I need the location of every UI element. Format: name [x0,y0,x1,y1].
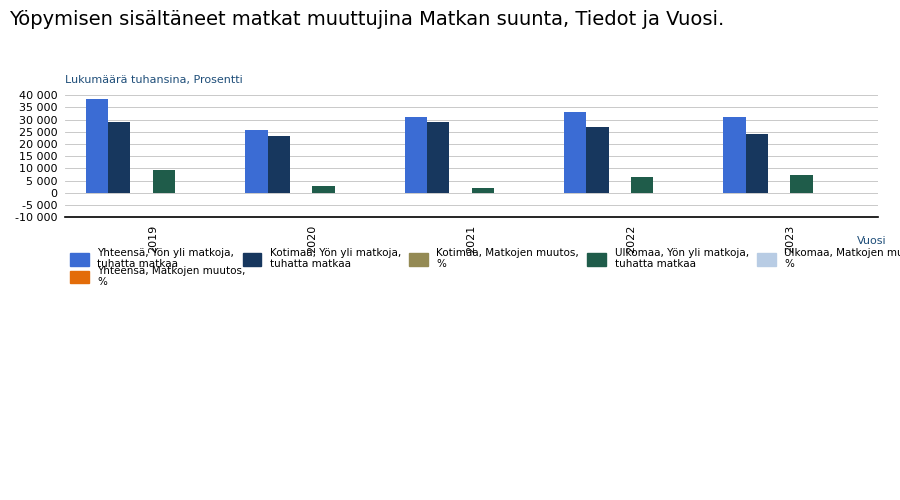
Bar [653,193,676,194]
Bar [356,193,379,194]
Bar [472,188,494,193]
Bar [267,136,290,193]
Bar [290,193,312,194]
Bar [427,122,449,193]
Bar [564,112,586,193]
Bar [586,128,608,193]
Legend: Yhteensä, Matkojen muutos,
%: Yhteensä, Matkojen muutos, % [70,266,246,287]
Bar [86,99,108,193]
Bar [153,170,176,193]
Bar [790,175,813,193]
Bar [746,134,768,193]
Bar [631,178,653,193]
Text: Yöpymisen sisältäneet matkat muuttujina Matkan suunta, Tiedot ja Vuosi.: Yöpymisen sisältäneet matkat muuttujina … [9,10,724,29]
Text: Vuosi: Vuosi [857,236,886,246]
Bar [108,122,130,193]
Bar [312,186,335,193]
Text: Lukumäärä tuhansina, Prosentti: Lukumäärä tuhansina, Prosentti [65,76,243,86]
Bar [405,117,427,193]
Bar [245,130,267,193]
Bar [724,117,746,193]
